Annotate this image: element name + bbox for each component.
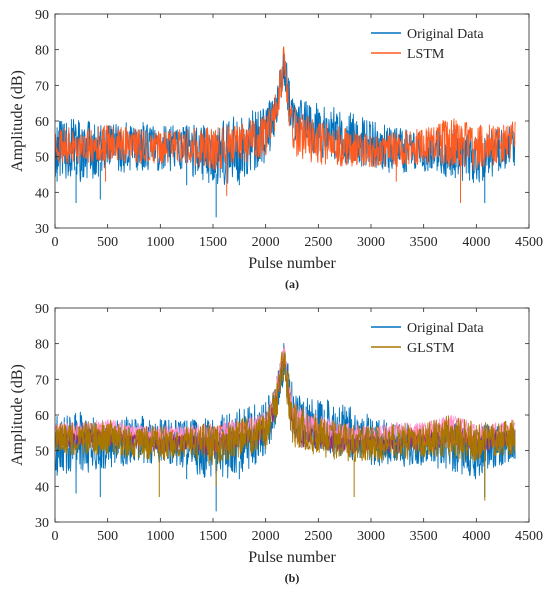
x-tick-label: 4000 [462, 235, 490, 250]
x-tick-label: 1500 [199, 529, 227, 544]
x-tick-label: 4500 [515, 235, 543, 250]
y-tick-label: 30 [35, 516, 49, 531]
x-axis-label: Pulse number [248, 255, 336, 272]
x-tick-label: 2000 [252, 529, 280, 544]
x-tick-label: 1000 [146, 235, 174, 250]
x-tick-label: 500 [97, 235, 118, 250]
y-tick-label: 50 [35, 151, 49, 166]
y-tick-label: 90 [35, 302, 49, 317]
x-tick-label: 2500 [304, 529, 332, 544]
y-tick-label: 70 [35, 373, 49, 388]
x-tick-label: 500 [97, 529, 118, 544]
x-tick-label: 2500 [304, 235, 332, 250]
legend-label: Original Data [407, 321, 484, 336]
panel-label: (a) [285, 277, 299, 291]
legend-label: Original Data [407, 27, 484, 42]
x-axis-label: Pulse number [248, 549, 336, 566]
x-tick-label: 0 [52, 529, 59, 544]
chart-panel-a: 0 500 1000 1500 2000 2500 3000 3500 4000 4500 30 40… [9, 8, 543, 291]
y-tick-label: 40 [35, 186, 49, 201]
y-tick-label: 60 [35, 115, 49, 130]
series-line-prediction [55, 351, 516, 466]
y-tick-label: 90 [35, 8, 49, 23]
x-tick-label: 4500 [515, 529, 543, 544]
legend-box [365, 314, 525, 358]
x-tick-label: 3000 [357, 529, 385, 544]
y-tick-label: 40 [35, 480, 49, 495]
x-tick-label: 2000 [252, 235, 280, 250]
y-tick-label: 70 [35, 79, 49, 94]
series-line-prediction [55, 46, 516, 171]
x-tick-label: 0 [52, 235, 59, 250]
x-tick-label: 1500 [199, 235, 227, 250]
legend-box [365, 20, 525, 64]
x-tick-label: 3500 [410, 529, 438, 544]
y-tick-label: 50 [35, 445, 49, 460]
y-axis-label: Amplitude (dB) [9, 364, 26, 466]
x-tick-label: 4000 [462, 529, 490, 544]
plot-area [55, 46, 516, 218]
plot-area [55, 342, 516, 512]
x-tick-label: 3500 [410, 235, 438, 250]
x-tick-label: 3000 [357, 235, 385, 250]
y-tick-label: 80 [35, 44, 49, 59]
y-tick-label: 80 [35, 338, 49, 353]
y-tick-label: 60 [35, 409, 49, 424]
legend-label: LSTM [407, 47, 445, 62]
y-axis-label: Amplitude (dB) [9, 70, 26, 172]
panel-label: (b) [285, 571, 300, 585]
x-tick-label: 1000 [146, 529, 174, 544]
legend-label: GLSTM [407, 341, 455, 356]
y-tick-label: 30 [35, 222, 49, 237]
chart-panel-b: 0 500 1000 1500 2000 2500 3000 3500 4000 4500 30 40… [9, 302, 543, 585]
